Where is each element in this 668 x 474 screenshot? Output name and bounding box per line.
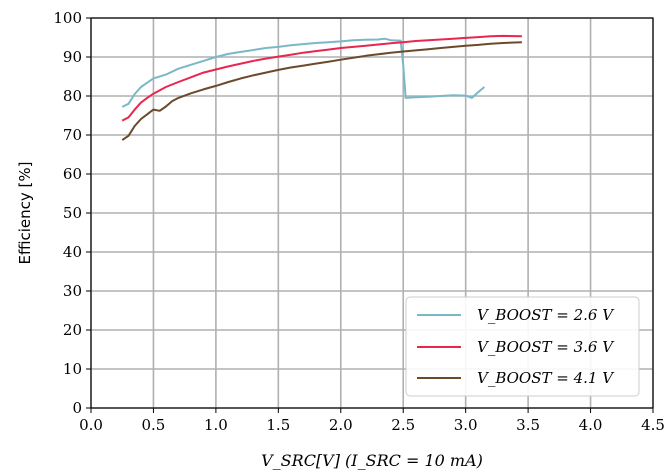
y-axis-label: Efficiency [%] (16, 162, 34, 265)
legend: V_BOOST = 2.6 V V_BOOST = 3.6 V V_BOOST … (405, 296, 640, 397)
series-line-1 (121, 34, 522, 122)
x-tick-label: 2.5 (391, 416, 415, 434)
series-lines (121, 34, 522, 141)
y-tick-label: 60 (63, 165, 82, 183)
x-tick-label: 1.5 (266, 416, 290, 434)
x-tick-label: 0.5 (142, 416, 166, 434)
legend-label-3-6v: V_BOOST = 3.6 V (477, 338, 615, 356)
y-tick-label: 40 (63, 243, 82, 261)
legend-box (405, 296, 640, 397)
axes: 0.0 0.5 1.0 1.5 2.0 2.5 3.0 3.5 4.0 4.5 0 10 20 30 40 5… (53, 9, 665, 434)
x-tick-label: 4.0 (579, 416, 603, 434)
legend-label-4-1v: V_BOOST = 4.1 V (477, 369, 615, 387)
y-tick-label: 50 (63, 204, 82, 222)
x-tick-label: 3.5 (516, 416, 540, 434)
x-tick-label: 2.0 (329, 416, 353, 434)
y-tick-label: 20 (63, 321, 82, 339)
y-tick-label: 90 (63, 48, 82, 66)
legend-label-2-6v: V_BOOST = 2.6 V (477, 306, 615, 324)
y-tick-label: 80 (63, 87, 82, 105)
series-line-2 (121, 41, 522, 141)
x-tick-label: 1.0 (204, 416, 228, 434)
y-tick-label: 100 (53, 9, 82, 27)
x-tick-label: 4.5 (641, 416, 665, 434)
x-axis-label: V_SRC[V] (I_SRC = 10 mA) (261, 451, 483, 470)
plot-frame (90, 17, 654, 409)
x-tick-label: 0.0 (79, 416, 103, 434)
x-tick-label: 3.0 (454, 416, 478, 434)
y-tick-label: 70 (63, 126, 82, 144)
y-tick-label: 10 (63, 360, 82, 378)
series-line-0 (121, 37, 486, 108)
y-tick-label: 30 (63, 282, 82, 300)
y-tick-label: 0 (72, 399, 82, 417)
